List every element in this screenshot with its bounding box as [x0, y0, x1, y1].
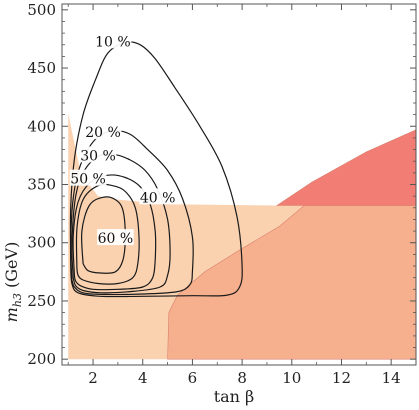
- contour-10: [69, 41, 243, 298]
- contour-label-bg-60: [97, 229, 134, 246]
- exclusion-regions: [68, 113, 417, 360]
- y-tick-label-450: 450: [27, 59, 56, 77]
- contour-label-bg-40: [139, 188, 177, 205]
- x-tick-label-2: 2: [88, 369, 98, 387]
- contour-label-50: 50 %: [70, 172, 106, 188]
- contour-50: [75, 183, 140, 285]
- contour-label-20: 20 %: [85, 125, 121, 141]
- y-axis-label-subscript: h3: [11, 293, 24, 307]
- contour-label-60: 60 %: [98, 231, 134, 247]
- x-axis-label: tan β: [214, 387, 255, 406]
- contour-label-40: 40 %: [140, 190, 176, 206]
- y-axis-label: mh3 (GeV): [2, 242, 24, 323]
- contour-label-bg-10: [94, 32, 132, 49]
- x-tick-label-10: 10: [282, 369, 301, 387]
- contour-label-bg-50: [69, 169, 107, 186]
- contour-label-30: 30 %: [80, 148, 116, 164]
- contour-40: [72, 174, 157, 291]
- axis-ticks: 2 4 6 8 10 12 14 200 250 300 350 400 450 500: [27, 1, 417, 387]
- contour-20: [70, 130, 194, 296]
- y-tick-label-250: 250: [27, 292, 56, 310]
- y-axis-label-main: m: [2, 307, 21, 322]
- y-tick-label-400: 400: [27, 117, 56, 135]
- excluded-dark-region: [275, 129, 417, 206]
- y-tick-label-350: 350: [27, 176, 56, 194]
- contour-60: [80, 196, 126, 274]
- contour-label-bg-20: [84, 123, 122, 140]
- x-tick-label-14: 14: [382, 369, 401, 387]
- y-axis-label-unit: (GeV): [2, 242, 21, 293]
- y-tick-label-200: 200: [27, 350, 56, 368]
- contour-label-bg-30: [79, 146, 117, 163]
- x-tick-label-6: 6: [188, 369, 198, 387]
- y-tick-label-500: 500: [27, 1, 56, 19]
- x-tick-label-4: 4: [138, 369, 148, 387]
- x-tick-label-8: 8: [237, 369, 247, 387]
- contour-label-10: 10 %: [95, 34, 131, 50]
- contour-labels: 10 % 20 % 30 % 40 % 50 % 60 %: [69, 32, 177, 247]
- x-tick-label-12: 12: [332, 369, 351, 387]
- y-tick-label-300: 300: [27, 234, 56, 252]
